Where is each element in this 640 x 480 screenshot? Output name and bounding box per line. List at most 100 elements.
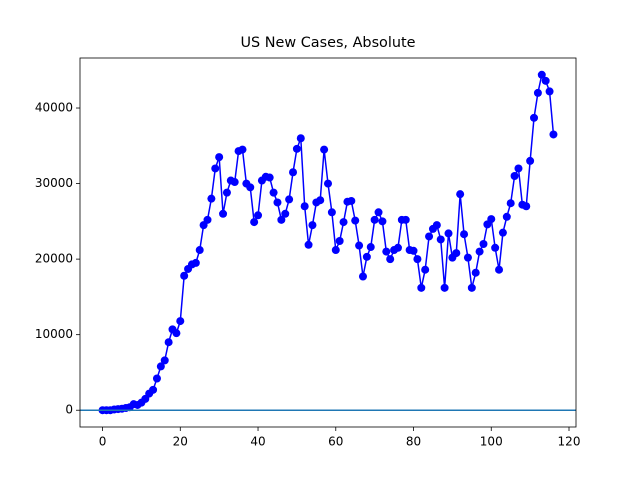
data-point (471, 268, 480, 277)
data-point (265, 173, 274, 182)
data-point (308, 221, 317, 230)
data-point (269, 188, 278, 197)
data-point (324, 179, 332, 188)
data-point (281, 209, 290, 218)
data-point (300, 202, 309, 211)
data-point (444, 229, 453, 238)
data-point (541, 76, 550, 85)
y-tick-label: 0 (65, 403, 73, 417)
data-point (514, 164, 523, 173)
data-point (195, 246, 204, 255)
data-point (191, 258, 200, 267)
data-point (475, 247, 484, 256)
data-point (335, 236, 344, 245)
data-point (526, 156, 535, 165)
data-point (522, 202, 531, 211)
data-point (366, 243, 375, 252)
data-point (487, 215, 496, 224)
data-point (421, 265, 430, 274)
data-point (467, 283, 476, 292)
data-point (207, 194, 216, 203)
data-point (460, 230, 469, 239)
chart-title: US New Cases, Absolute (241, 35, 416, 51)
data-point (386, 255, 395, 264)
x-tick-label: 20 (173, 435, 188, 449)
data-point (292, 144, 301, 153)
x-tick-label: 80 (406, 435, 421, 449)
data-point (432, 221, 441, 230)
data-point (358, 272, 367, 281)
data-point (331, 246, 340, 255)
data-point (246, 183, 255, 192)
data-point (172, 329, 181, 338)
data-point (215, 153, 224, 162)
data-point (355, 241, 364, 250)
y-tick-label: 20000 (35, 252, 73, 266)
y-tick-label: 30000 (35, 176, 73, 190)
data-point (203, 215, 212, 224)
data-point (320, 145, 329, 154)
plot-frame (79, 57, 577, 428)
data-point (160, 356, 169, 365)
data-point (351, 216, 360, 225)
data-point (417, 283, 426, 292)
data-point (277, 215, 286, 224)
data-point (149, 385, 158, 394)
data-point (211, 164, 220, 173)
data-point (533, 88, 542, 97)
data-point (537, 70, 546, 79)
data-point (339, 218, 348, 227)
data-point (254, 211, 263, 220)
data-point (164, 338, 173, 347)
data-point (502, 212, 511, 221)
data-point (180, 271, 189, 280)
data-point (176, 317, 185, 326)
data-point (440, 283, 449, 292)
data-point (545, 87, 554, 96)
data-point (382, 247, 391, 256)
data-point (222, 188, 231, 197)
data-point (304, 240, 313, 249)
data-point (152, 374, 161, 383)
data-point (413, 255, 422, 264)
data-point (374, 208, 383, 217)
data-point (273, 198, 282, 207)
x-tick-label: 120 (558, 435, 581, 449)
data-point (362, 252, 371, 261)
x-tick-label: 0 (99, 435, 107, 449)
data-point (456, 190, 465, 199)
data-point (498, 228, 507, 237)
data-point (530, 113, 539, 122)
data-point (289, 168, 298, 177)
data-point (327, 208, 336, 217)
data-point (296, 134, 305, 143)
data-point (425, 232, 434, 241)
data-point (495, 265, 504, 274)
data-point (409, 246, 418, 255)
data-point (479, 240, 488, 249)
data-point (401, 215, 410, 224)
data-point (316, 196, 325, 205)
data-point (393, 243, 402, 252)
data-point (347, 196, 356, 205)
data-point (436, 235, 445, 244)
data-point (378, 217, 387, 226)
data-point (463, 253, 472, 262)
data-point (156, 362, 165, 371)
x-tick-label: 40 (250, 435, 265, 449)
data-point (230, 178, 239, 187)
data-point (238, 145, 247, 154)
data-point (491, 243, 500, 252)
x-tick-label: 100 (480, 435, 503, 449)
data-point (219, 209, 228, 218)
x-tick-label: 60 (328, 435, 343, 449)
data-point (370, 215, 379, 224)
data-point (285, 195, 294, 204)
data-point (506, 199, 515, 208)
data-point (510, 172, 519, 181)
data-point (549, 130, 558, 139)
data-point (452, 249, 461, 258)
data-point (250, 218, 259, 227)
